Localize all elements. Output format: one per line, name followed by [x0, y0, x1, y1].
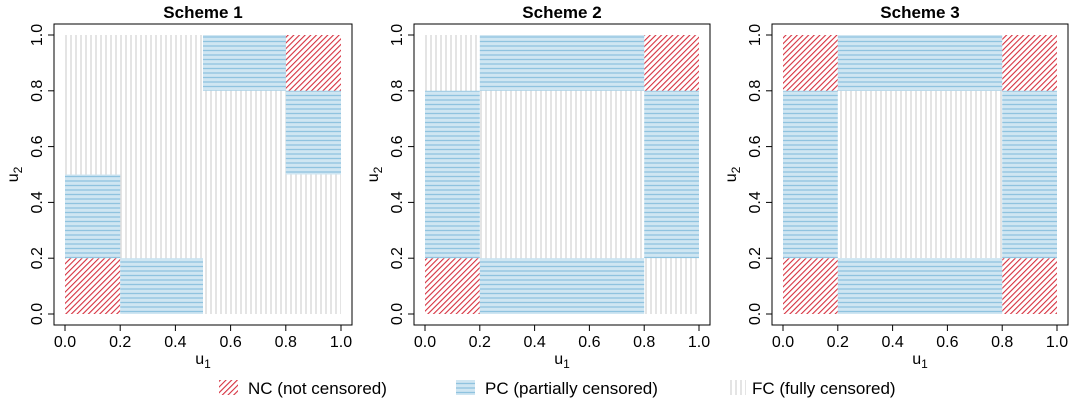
panel-title: Scheme 3 — [880, 3, 959, 22]
x-tick-label: 1.0 — [1046, 334, 1068, 351]
x-tick-label: 0.0 — [414, 334, 436, 351]
x-tick-label: 0.2 — [469, 334, 491, 351]
x-tick-label: 0.0 — [772, 334, 794, 351]
legend-item-pc: PC (partially censored) — [456, 379, 658, 398]
y-tick-label: 0.0 — [747, 303, 764, 325]
y-tick-label: 1.0 — [29, 24, 46, 46]
y-tick-label: 0.4 — [747, 191, 764, 213]
panels: Scheme 1 0.0 0.2 0.4 0.6 0.8 1.0 0.0 0.2 0.4 0.6 0.… — [5, 3, 1069, 371]
region-nc — [644, 35, 699, 91]
region-fc — [837, 90, 1003, 259]
y-tick-label: 0.0 — [29, 303, 46, 325]
y-axis-label: u2 — [5, 166, 25, 182]
region-pc — [65, 174, 121, 259]
x-tick-label: 0.6 — [578, 334, 600, 351]
x-tick-label: 0.2 — [109, 334, 131, 351]
y-tick-label: 0.8 — [29, 80, 46, 102]
legend-swatch — [727, 380, 746, 395]
region-nc — [1002, 258, 1057, 314]
legend-label: NC (not censored) — [248, 379, 387, 398]
y-tick-label: 0.8 — [389, 80, 406, 102]
region-pc — [837, 258, 1003, 314]
legend-swatch — [456, 380, 475, 395]
region-pc — [837, 35, 1003, 91]
y-axis-label: u2 — [723, 166, 743, 182]
region-nc — [425, 258, 480, 314]
x-axis-label: u1 — [912, 351, 928, 371]
y-tick-label: 0.4 — [389, 191, 406, 213]
y-tick-label: 0.6 — [29, 135, 46, 157]
y-tick-label: 0.2 — [747, 247, 764, 269]
x-tick-label: 0.4 — [164, 334, 186, 351]
region-pc — [479, 35, 645, 91]
y-tick-label: 0.2 — [29, 247, 46, 269]
x-tick-label: 0.8 — [991, 334, 1013, 351]
region-pc — [644, 90, 699, 259]
y-tick-label: 1.0 — [747, 24, 764, 46]
region-pc — [425, 90, 480, 259]
y-tick-label: 0.2 — [389, 247, 406, 269]
panel-title: Scheme 2 — [522, 3, 601, 22]
legend-item-fc: FC (fully censored) — [727, 379, 896, 398]
region-nc — [285, 35, 341, 91]
x-axis-label: u1 — [554, 351, 570, 371]
panel-2: Scheme 2 0.0 0.2 0.4 0.6 0.8 1.0 0.0 0.2 0.4 0.6 0.… — [365, 3, 711, 371]
region-pc — [1002, 90, 1057, 259]
x-tick-label: 0.6 — [219, 334, 241, 351]
plot-frame — [53, 23, 353, 326]
x-tick-label: 0.8 — [633, 334, 655, 351]
y-tick-label: 0.8 — [747, 80, 764, 102]
panel-3: Scheme 3 0.0 0.2 0.4 0.6 0.8 1.0 0.0 0.2 0.4 0.6 0.… — [723, 3, 1069, 371]
x-tick-label: 0.0 — [54, 334, 76, 351]
plot-frame — [771, 23, 1069, 326]
y-tick-label: 0.6 — [747, 135, 764, 157]
region-pc — [479, 258, 645, 314]
region-nc — [783, 258, 838, 314]
y-axis-label: u2 — [365, 166, 385, 182]
region-nc — [1002, 35, 1057, 91]
legend-swatch — [219, 380, 238, 395]
y-tick-label: 0.6 — [389, 135, 406, 157]
region-nc — [65, 258, 121, 314]
x-tick-label: 0.8 — [275, 334, 297, 351]
y-tick-label: 1.0 — [389, 24, 406, 46]
region-nc — [783, 35, 838, 91]
legend-label: PC (partially censored) — [485, 379, 658, 398]
x-tick-label: 1.0 — [688, 334, 710, 351]
x-tick-label: 0.2 — [827, 334, 849, 351]
y-tick-label: 0.4 — [29, 191, 46, 213]
x-tick-label: 0.4 — [523, 334, 545, 351]
legend: NC (not censored) PC (partially censored)… — [219, 379, 896, 398]
region-pc — [285, 90, 341, 175]
x-tick-label: 0.6 — [936, 334, 958, 351]
plot-frame — [413, 23, 711, 326]
x-tick-label: 0.4 — [881, 334, 903, 351]
x-tick-label: 1.0 — [330, 334, 352, 351]
region-pc — [120, 258, 203, 314]
legend-item-nc: NC (not censored) — [219, 379, 387, 398]
panel-title: Scheme 1 — [163, 3, 242, 22]
legend-label: FC (fully censored) — [752, 379, 896, 398]
region-pc — [783, 90, 838, 259]
panel-1: Scheme 1 0.0 0.2 0.4 0.6 0.8 1.0 0.0 0.2 0.4 0.6 0.… — [5, 3, 353, 371]
x-axis-label: u1 — [195, 351, 211, 371]
region-pc — [203, 35, 286, 91]
y-tick-label: 0.0 — [389, 303, 406, 325]
